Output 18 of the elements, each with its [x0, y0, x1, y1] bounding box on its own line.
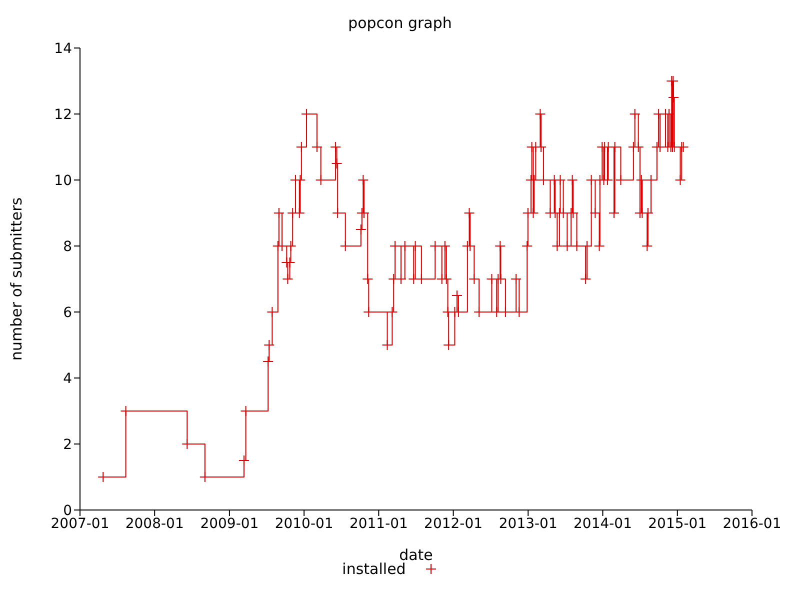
y-tick-label: 12	[54, 106, 72, 123]
x-tick-label: 2010-01	[274, 516, 334, 532]
x-tick-label: 2008-01	[125, 516, 184, 532]
x-tick-label: 2015-01	[648, 516, 707, 532]
y-tick-label: 4	[63, 370, 72, 387]
y-axis-title: number of submitters	[7, 197, 26, 361]
y-tick-label: 10	[54, 172, 72, 189]
y-tick-label: 6	[63, 304, 72, 321]
chart-title: popcon graph	[347, 13, 453, 34]
y-tick-label: 8	[63, 238, 72, 255]
y-tick-label: 2	[63, 436, 72, 453]
x-tick-label: 2009-01	[200, 516, 259, 532]
x-tick-label: 2014-01	[574, 516, 632, 532]
x-tick-label: 2011-01	[349, 516, 408, 532]
x-tick-label: 2016-01	[722, 516, 782, 532]
x-tick-label: 2013-01	[498, 516, 558, 532]
y-tick-label: 14	[54, 40, 72, 57]
x-tick-label: 2012-01	[424, 516, 483, 532]
